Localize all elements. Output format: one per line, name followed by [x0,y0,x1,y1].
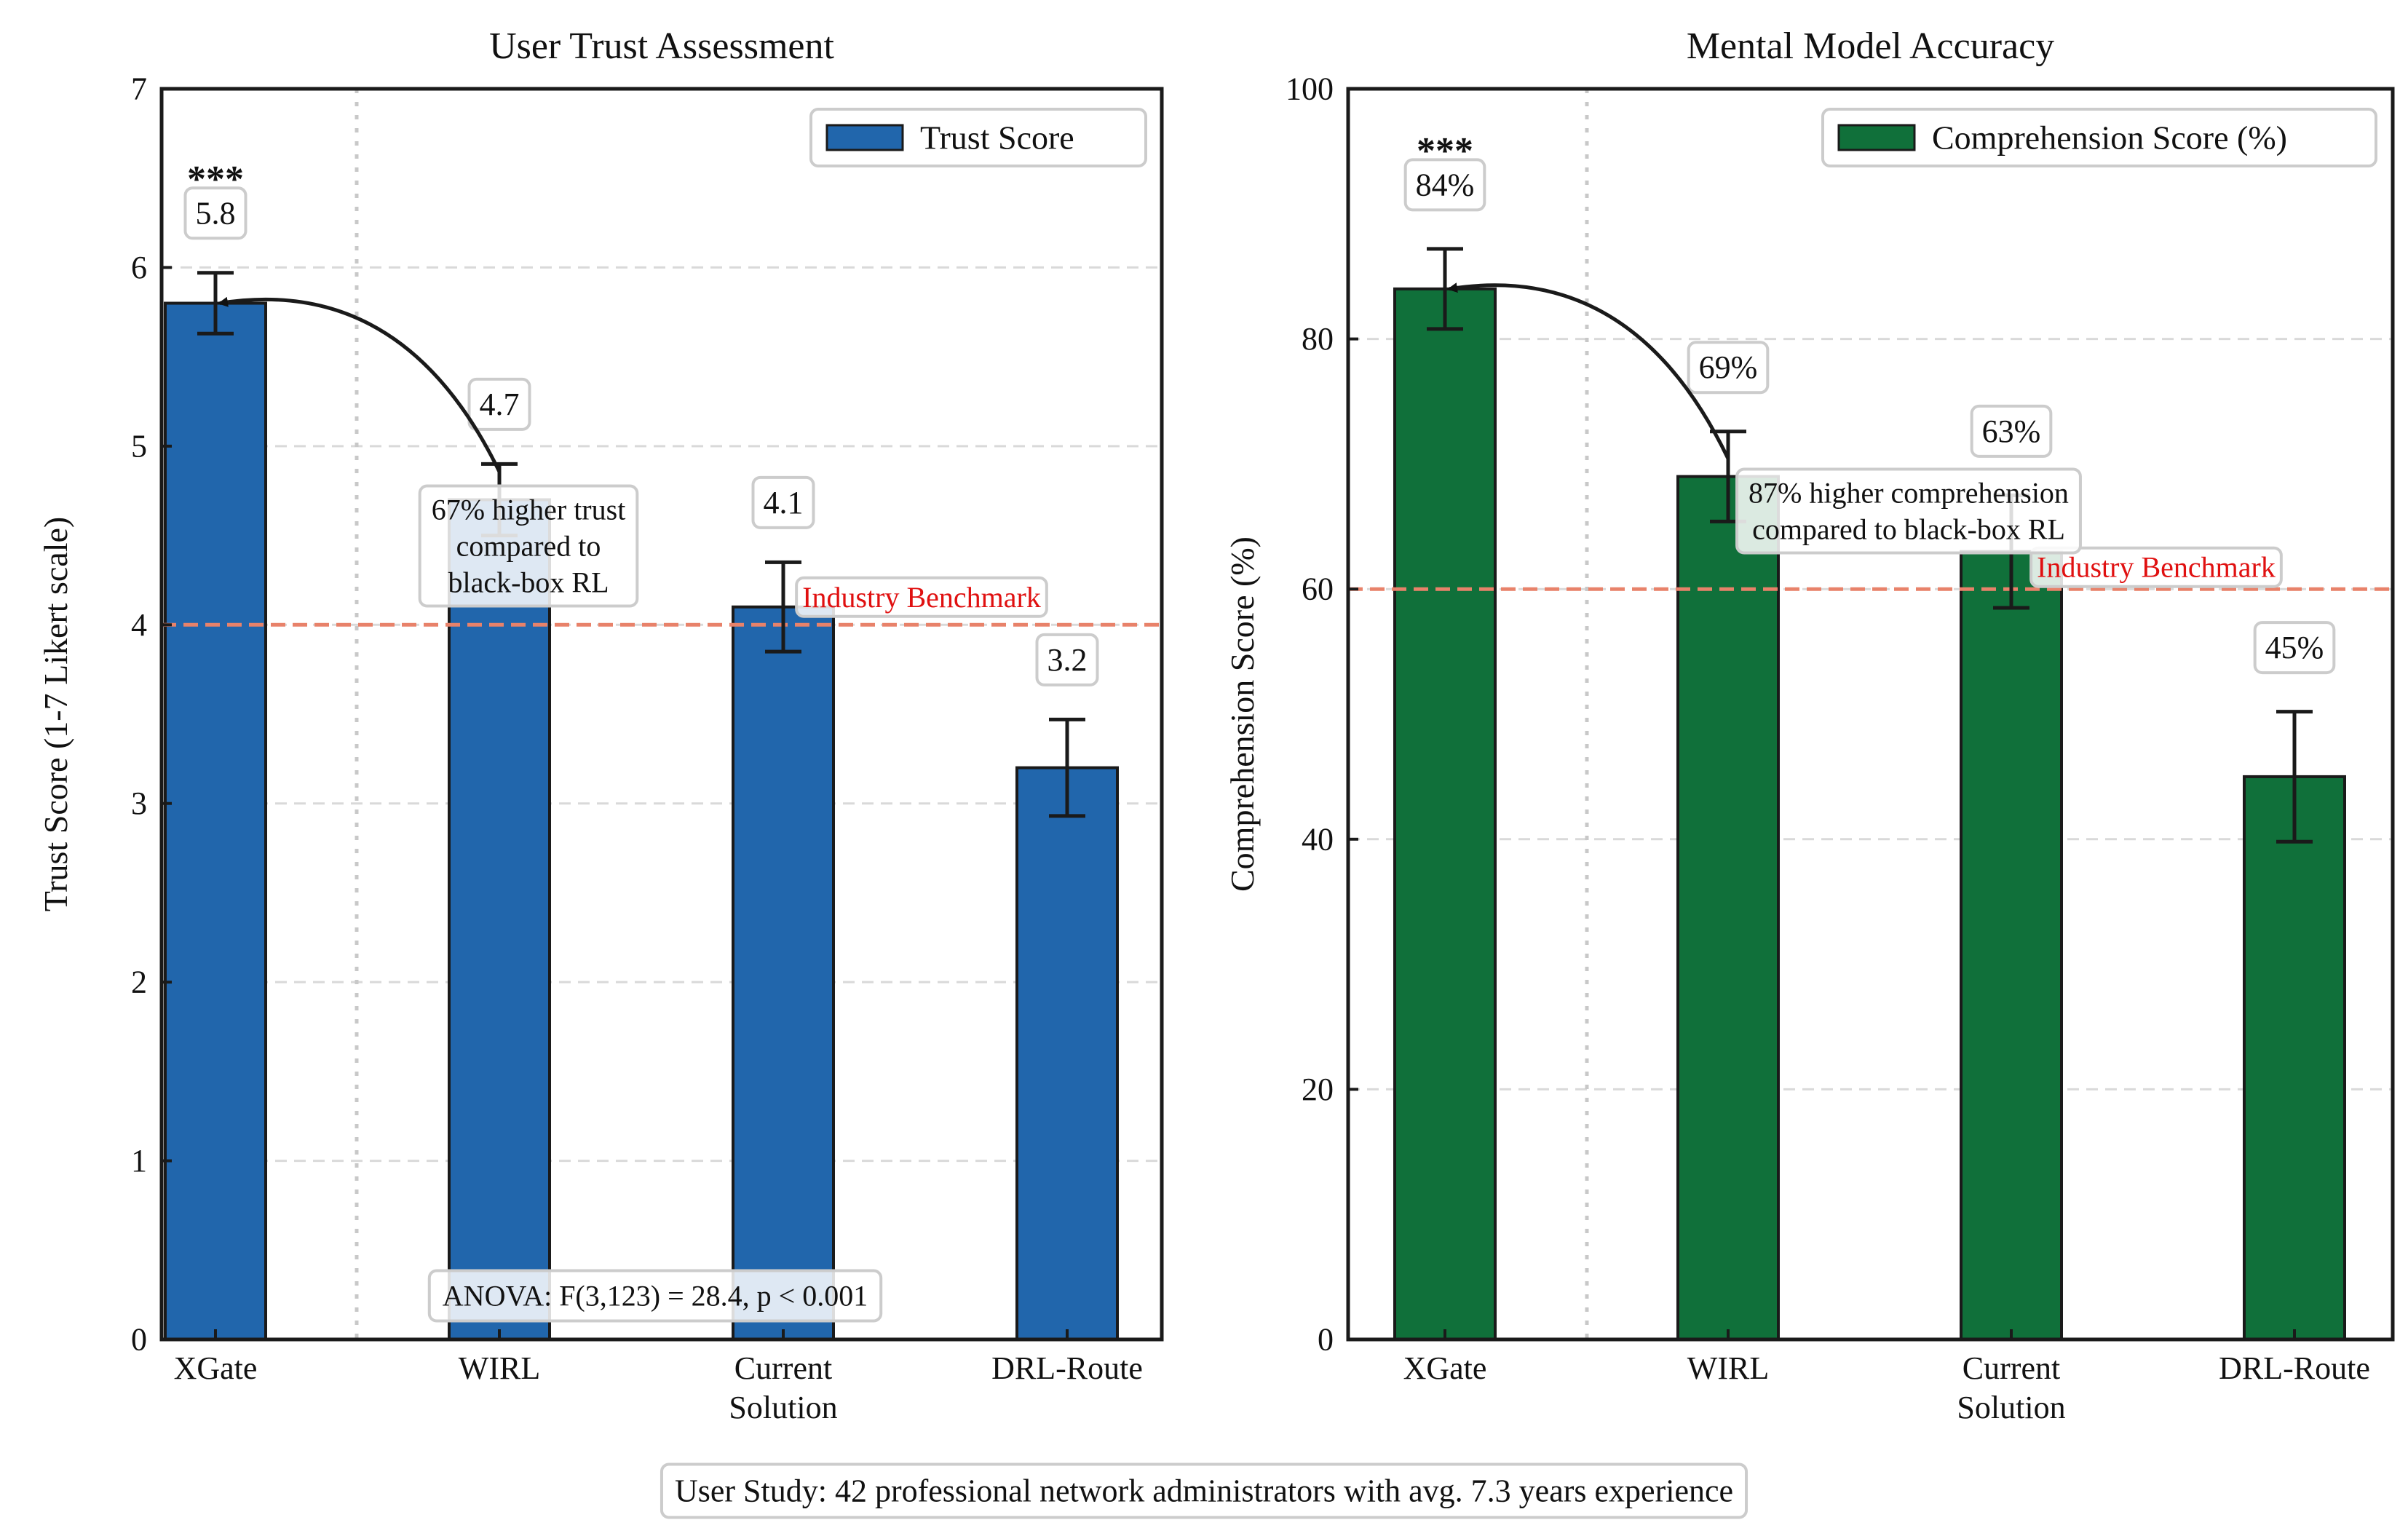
y-tick-label: 20 [1302,1072,1334,1107]
value-label-2-box [1970,404,2053,458]
stat-box-text-group: ANOVA: F(3,123) = 28.4, p < 0.001 [427,1269,883,1323]
y-tick-label: 40 [1302,821,1334,857]
trust-chart-panel: Industry Benchmark 5.8 4.7 4.1 3.2 *** 67% hig… [37,25,1164,1425]
value-label-2-group: 63% [1970,404,2053,458]
value-label-1-box [1687,341,1770,395]
x-tick-label: DRL-Route [2219,1350,2370,1386]
legend-label: Comprehension Score (%) [1932,119,2287,157]
x-tick-label: Solution [1957,1390,2065,1425]
x-tick-label: Current [1963,1350,2060,1386]
value-label-2-box [751,475,815,529]
annotation-text: compared to [456,530,601,563]
annotation-text: black-box RL [448,566,609,599]
bar-3 [1015,766,1119,1341]
value-label-3-box [1035,633,1099,686]
legend-box [809,108,1147,167]
value-label-1-group: 4.7 [467,377,531,431]
value-label-2: 63% [1982,413,2041,449]
benchmark-label-box [795,576,1048,618]
value-label-3-group: 3.2 [1035,633,1099,686]
annotation-arrow [218,296,502,473]
value-label-0-box [1403,158,1486,212]
legend: Trust Score [809,108,1147,167]
value-label-1-group: 69% [1687,341,1770,395]
y-tick-label: 0 [131,1322,147,1358]
legend-swatch [1837,124,1916,151]
y-tick-label: 5 [131,428,147,464]
bar-2 [732,605,835,1341]
significance-stars: *** [1417,130,1473,172]
benchmark-label-box [2029,546,2283,588]
bar-1 [1676,475,1780,1342]
legend-swatch [825,124,904,151]
bar-3 [2243,775,2346,1341]
x-tick-label: XGate [1403,1350,1487,1386]
y-tick-label: 7 [131,71,147,107]
annotation-text: 67% higher trust [432,494,626,526]
y-tick-label: 100 [1286,71,1334,107]
y-tick-label: 4 [131,607,147,643]
footer-box [660,1462,1748,1519]
bar-0 [164,301,267,1341]
y-axis-label: Trust Score (1-7 Likert scale) [37,517,74,912]
annotation-text: 87% higher comprehension [1748,477,2069,510]
annotation-arrow [1447,282,1730,460]
footer-note: User Study: 42 professional network admi… [660,1462,1748,1519]
y-tick-label: 1 [131,1143,147,1179]
value-label-1: 69% [1699,349,1758,385]
x-tick-label: Solution [729,1390,837,1425]
value-label-0-box [183,186,247,240]
footer-text: User Study: 42 professional network admi… [675,1473,1733,1509]
significance-stars: *** [187,159,244,200]
value-label-3: 45% [2265,630,2324,665]
bar-2 [1960,550,2063,1341]
annotation-text: compared to black-box RL [1752,513,2065,546]
y-tick-label: 2 [131,965,147,1000]
value-label-1-box [467,377,531,431]
y-tick-label: 80 [1302,321,1334,357]
axes-frame [1346,87,2395,1342]
value-label-3-group: 45% [2253,621,2336,675]
value-label-0: 5.8 [196,195,236,231]
x-tick-label: DRL-Route [991,1350,1143,1386]
stat-box-text-box [427,1269,883,1323]
bar-0 [1393,287,1497,1341]
value-label-0: 84% [1416,167,1475,202]
chart-title: Mental Model Accuracy [1687,25,2054,67]
annotation-text-box [1735,467,2082,555]
x-tick-label: Current [734,1350,832,1386]
bar-1 [448,498,551,1341]
x-tick-label: XGate [174,1350,258,1386]
legend-box [1821,108,2377,167]
benchmark-label-group: Industry Benchmark [795,576,1048,618]
stat-box-text: ANOVA: F(3,123) = 28.4, p < 0.001 [443,1280,868,1313]
x-tick-label: WIRL [1687,1350,1769,1386]
value-label-0-group: 84% [1403,158,1486,212]
value-label-0-group: 5.8 [183,186,247,240]
x-tick-label: WIRL [459,1350,540,1386]
axes-frame [159,87,1164,1342]
y-tick-label: 3 [131,785,147,821]
legend-label: Trust Score [920,119,1074,157]
y-tick-label: 60 [1302,571,1334,607]
chart-title: User Trust Assessment [489,25,834,67]
value-label-1: 4.7 [480,387,520,422]
benchmark-label-group: Industry Benchmark [2029,546,2283,588]
y-axis-label: Comprehension Score (%) [1224,537,1261,892]
legend: Comprehension Score (%) [1821,108,2377,167]
value-label-3-box [2253,621,2336,675]
value-label-2: 4.1 [764,485,804,520]
value-label-2-group: 4.1 [751,475,815,529]
benchmark-label: Industry Benchmark [2037,551,2276,584]
value-label-3: 3.2 [1047,642,1088,678]
y-tick-label: 0 [1318,1322,1334,1358]
comprehension-chart-panel: Industry Benchmark 84% 69% 63% 45% *** 87% hig… [1224,25,2395,1425]
annotation-text-box [418,484,639,608]
y-tick-label: 6 [131,250,147,285]
benchmark-label: Industry Benchmark [802,581,1041,614]
